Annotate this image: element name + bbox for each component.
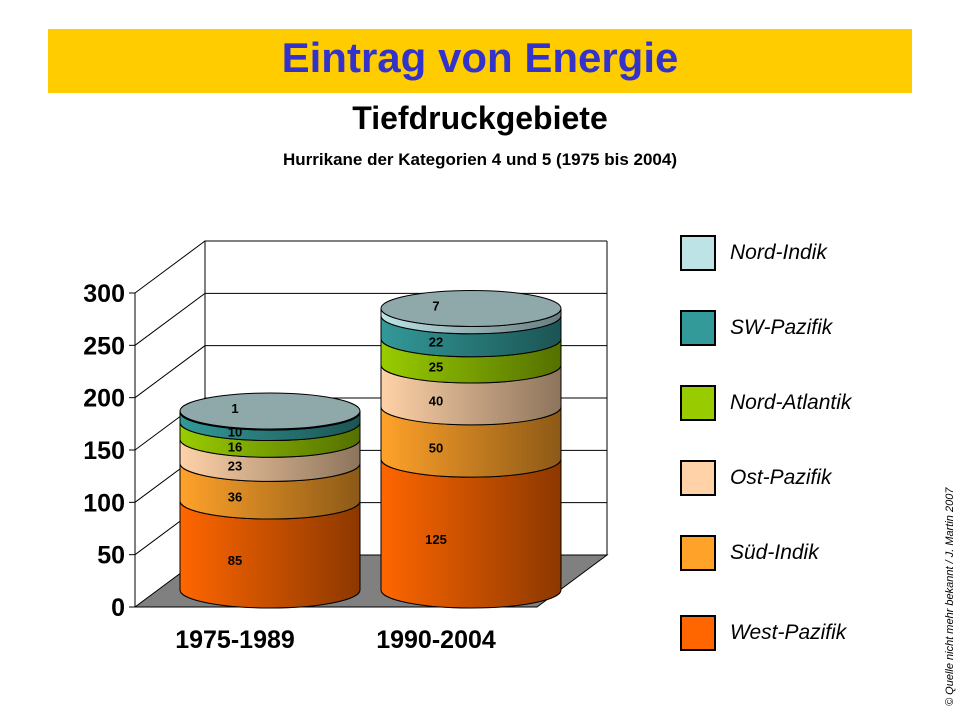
data-label: 125	[425, 532, 447, 547]
slide-title: Eintrag von Energie	[281, 34, 679, 81]
legend-swatch	[680, 615, 716, 651]
data-label: 36	[228, 490, 242, 505]
legend-item: West-Pazifik	[680, 613, 846, 653]
legend-label: Nord-Indik	[730, 241, 827, 264]
legend-label: Süd-Indik	[730, 541, 819, 564]
data-label: 10	[228, 425, 242, 440]
data-label: 85	[228, 553, 242, 568]
y-tick-label: 300	[83, 280, 125, 308]
legend-item: SW-Pazifik	[680, 308, 832, 348]
bar-segment	[380, 459, 562, 609]
legend-item: Nord-Atlantik	[680, 383, 851, 423]
bar-1990-2004: 125 50 40 25 22 7	[380, 289, 562, 609]
legend-item: Süd-Indik	[680, 533, 819, 573]
y-tick-label: 100	[83, 489, 125, 517]
y-tick-label: 0	[111, 594, 125, 622]
data-label: 40	[429, 393, 443, 408]
legend-label: Nord-Atlantik	[730, 391, 852, 414]
y-tick-label: 250	[83, 332, 125, 360]
data-label: 16	[228, 440, 242, 455]
legend-swatch	[680, 235, 716, 271]
credit-note: © Quelle nicht mehr bekannt / J. Martin …	[944, 487, 956, 706]
y-tick-label: 50	[97, 542, 125, 570]
x-tick-label: 1990-2004	[376, 626, 496, 654]
x-tick-label: 1975-1989	[175, 626, 295, 654]
legend-swatch	[680, 310, 716, 346]
legend-item: Nord-Indik	[680, 233, 827, 273]
legend-swatch	[680, 535, 716, 571]
legend-swatch	[680, 460, 716, 496]
legend-label: Ost-Pazifik	[730, 466, 832, 489]
chart-title: Tiefdruckgebiete	[352, 100, 608, 136]
legend-label: SW-Pazifik	[730, 316, 833, 339]
data-label: 22	[429, 335, 443, 350]
y-tick-label: 150	[83, 437, 125, 465]
title-banner	[48, 29, 912, 93]
gridline	[134, 240, 607, 294]
y-tick-label: 200	[83, 385, 125, 413]
data-label: 7	[432, 298, 439, 313]
legend-item: Ost-Pazifik	[680, 458, 832, 498]
data-label: 50	[429, 440, 443, 455]
data-label: 23	[228, 459, 242, 474]
chart-subtitle: Hurrikane der Kategorien 4 und 5 (1975 b…	[283, 150, 677, 169]
legend-swatch	[680, 385, 716, 421]
data-label: 25	[429, 359, 443, 374]
bar-top-cap	[380, 289, 562, 327]
data-label: 1	[231, 401, 238, 416]
bar-top-cap	[179, 392, 361, 430]
legend-label: West-Pazifik	[730, 621, 847, 644]
